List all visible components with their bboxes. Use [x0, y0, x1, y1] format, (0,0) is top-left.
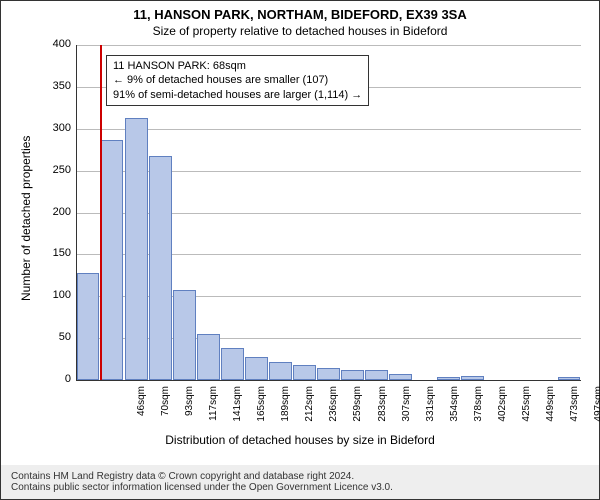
- x-tick-label: 46sqm: [136, 386, 147, 436]
- x-tick-label: 283sqm: [377, 386, 388, 436]
- info-line-1: 11 HANSON PARK: 68sqm: [113, 59, 362, 73]
- x-tick-label: 70sqm: [160, 386, 171, 436]
- x-axis-line: [76, 380, 581, 381]
- bar: [317, 368, 340, 380]
- x-tick-label: 165sqm: [256, 386, 267, 436]
- info-box: 11 HANSON PARK: 68sqm ← 9% of detached h…: [106, 55, 369, 106]
- x-tick-label: 354sqm: [449, 386, 460, 436]
- bar: [293, 365, 316, 380]
- bar: [149, 156, 172, 380]
- grid-line: [76, 45, 581, 46]
- bar: [269, 362, 292, 380]
- footer-line-1: Contains HM Land Registry data © Crown c…: [11, 471, 589, 482]
- bar: [101, 140, 124, 380]
- x-tick-label: 449sqm: [545, 386, 556, 436]
- bar: [125, 118, 148, 380]
- y-tick-label: 150: [41, 247, 71, 259]
- bar: [77, 273, 100, 380]
- bar: [389, 374, 412, 380]
- chart-subtitle: Size of property relative to detached ho…: [1, 22, 599, 42]
- x-tick-label: 378sqm: [473, 386, 484, 436]
- x-tick-label: 259sqm: [352, 386, 363, 436]
- info-line-3: 91% of semi-detached houses are larger (…: [113, 88, 362, 102]
- x-tick-label: 425sqm: [521, 386, 532, 436]
- y-tick-label: 250: [41, 164, 71, 176]
- y-tick-label: 50: [41, 331, 71, 343]
- y-tick-label: 0: [41, 373, 71, 385]
- x-tick-label: 307sqm: [401, 386, 412, 436]
- footer: Contains HM Land Registry data © Crown c…: [1, 465, 599, 499]
- bar: [173, 290, 196, 380]
- bar: [245, 357, 268, 380]
- bar: [461, 376, 484, 380]
- info-line-2: ← 9% of detached houses are smaller (107…: [113, 73, 362, 87]
- bar: [365, 370, 388, 380]
- y-tick-label: 200: [41, 206, 71, 218]
- x-tick-label: 189sqm: [280, 386, 291, 436]
- chart-container: 11, HANSON PARK, NORTHAM, BIDEFORD, EX39…: [0, 0, 600, 500]
- property-marker-line: [100, 45, 102, 380]
- y-tick-label: 300: [41, 122, 71, 134]
- bar: [341, 370, 364, 380]
- y-tick-label: 100: [41, 289, 71, 301]
- x-tick-label: 402sqm: [497, 386, 508, 436]
- chart-title: 11, HANSON PARK, NORTHAM, BIDEFORD, EX39…: [1, 1, 599, 22]
- x-tick-label: 473sqm: [569, 386, 580, 436]
- bar: [221, 348, 244, 380]
- x-tick-label: 497sqm: [593, 386, 600, 436]
- x-tick-label: 331sqm: [425, 386, 436, 436]
- bar: [437, 377, 460, 380]
- x-tick-label: 117sqm: [208, 386, 219, 436]
- y-axis-label: Number of detached properties: [19, 136, 33, 301]
- bar: [197, 334, 220, 380]
- x-tick-label: 236sqm: [328, 386, 339, 436]
- x-tick-label: 141sqm: [232, 386, 243, 436]
- y-tick-label: 350: [41, 80, 71, 92]
- x-tick-label: 212sqm: [304, 386, 315, 436]
- bar: [558, 377, 581, 380]
- x-axis-label: Distribution of detached houses by size …: [1, 433, 599, 447]
- y-tick-label: 400: [41, 38, 71, 50]
- grid-line: [76, 129, 581, 130]
- footer-line-2: Contains public sector information licen…: [11, 482, 589, 493]
- x-tick-label: 93sqm: [184, 386, 195, 436]
